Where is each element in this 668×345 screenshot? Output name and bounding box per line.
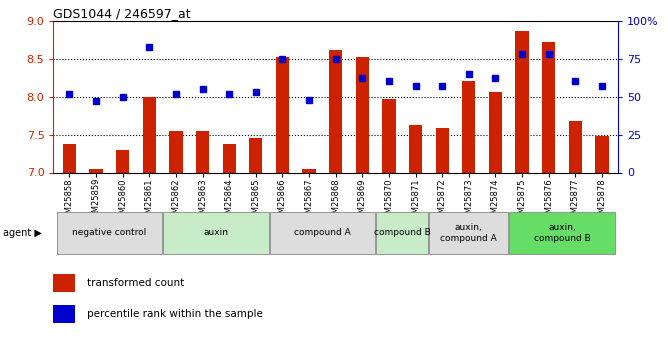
- Text: compound B: compound B: [374, 228, 431, 237]
- Bar: [595, 136, 609, 172]
- FancyBboxPatch shape: [376, 212, 428, 254]
- Text: percentile rank within the sample: percentile rank within the sample: [87, 309, 263, 319]
- Bar: [355, 57, 369, 172]
- Bar: [53, 274, 75, 292]
- Bar: [63, 144, 76, 172]
- Bar: [542, 42, 555, 172]
- Bar: [169, 131, 182, 172]
- Text: GDS1044 / 246597_at: GDS1044 / 246597_at: [53, 7, 191, 20]
- Bar: [196, 131, 209, 172]
- Bar: [382, 99, 395, 172]
- Bar: [329, 50, 342, 172]
- Text: transformed count: transformed count: [87, 278, 184, 288]
- Text: auxin: auxin: [203, 228, 228, 237]
- Bar: [409, 126, 422, 172]
- Bar: [222, 144, 236, 172]
- Bar: [436, 128, 449, 172]
- Bar: [568, 121, 582, 172]
- FancyBboxPatch shape: [57, 212, 162, 254]
- Bar: [462, 81, 476, 172]
- FancyBboxPatch shape: [509, 212, 615, 254]
- Text: agent ▶: agent ▶: [3, 228, 42, 238]
- FancyBboxPatch shape: [430, 212, 508, 254]
- FancyBboxPatch shape: [163, 212, 269, 254]
- Text: compound A: compound A: [294, 228, 351, 237]
- Text: negative control: negative control: [72, 228, 146, 237]
- Bar: [276, 57, 289, 172]
- Bar: [489, 92, 502, 172]
- Bar: [116, 150, 130, 172]
- Bar: [516, 31, 528, 172]
- Bar: [53, 305, 75, 323]
- Text: auxin,
compound B: auxin, compound B: [534, 223, 591, 243]
- Text: auxin,
compound A: auxin, compound A: [440, 223, 497, 243]
- Bar: [90, 169, 103, 172]
- Bar: [249, 138, 263, 172]
- Bar: [303, 169, 316, 172]
- FancyBboxPatch shape: [270, 212, 375, 254]
- Bar: [143, 97, 156, 172]
